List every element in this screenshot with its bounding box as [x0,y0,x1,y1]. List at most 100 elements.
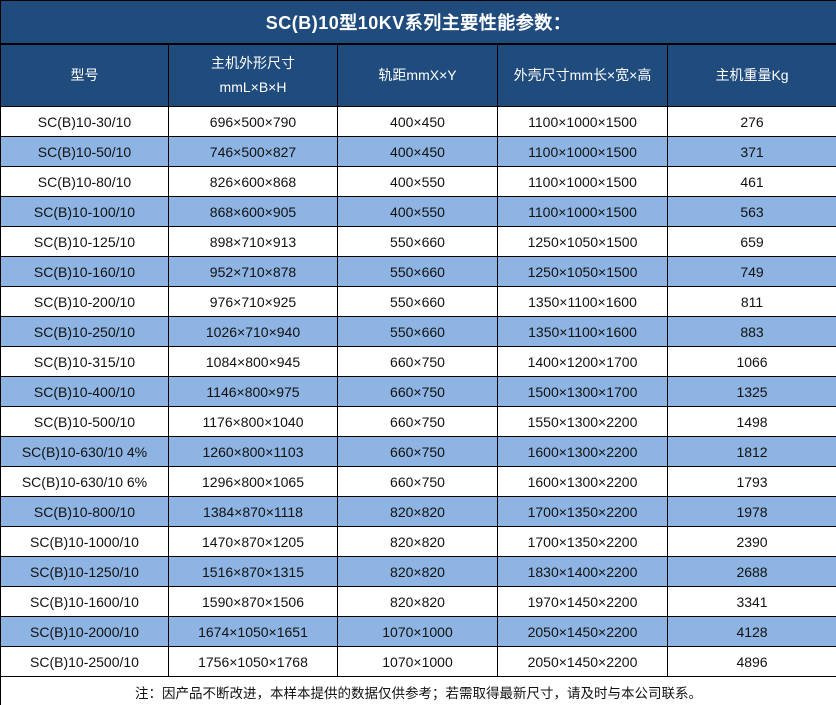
table-cell: 1296×800×1065 [168,466,338,497]
table-cell: 1674×1050×1651 [168,616,338,647]
table-cell: 1070×1000 [337,616,498,647]
table-cell: SC(B)10-500/10 [0,406,169,437]
table-cell: SC(B)10-2500/10 [0,646,169,677]
table-cell: 1100×1000×1500 [497,106,668,137]
header-row: 型号 主机外形尺寸 mmL×B×H 轨距mmX×Y 外壳尺寸mm长×宽×高 主机… [0,43,836,107]
table-cell: 660×750 [337,346,498,377]
table-cell: 820×820 [337,556,498,587]
table-cell: 826×600×868 [168,166,338,197]
table-cell: 659 [666,226,836,257]
table-row: SC(B)10-400/10 1146×800×975 660×750 1500×13… [0,376,836,407]
table-cell: SC(B)10-315/10 [0,346,169,377]
table-cell: 1978 [666,496,836,527]
table-cell: 1250×1050×1500 [497,226,668,257]
table-cell: 400×450 [337,136,498,167]
table-row: SC(B)10-200/10 976×710×925 550×660 1350×110… [0,286,836,317]
table-cell: 820×820 [337,496,498,527]
table-cell: 1400×1200×1700 [497,346,668,377]
table-cell: 550×660 [337,316,498,347]
table-cell: SC(B)10-200/10 [0,286,169,317]
table-cell: 660×750 [337,466,498,497]
table-cell: 1026×710×940 [168,316,338,347]
table-cell: 1516×870×1315 [168,556,338,587]
table-row: SC(B)10-30/10 696×500×790 400×450 1100×1000… [0,106,836,137]
table-cell: 660×750 [337,406,498,437]
table-cell: 1500×1300×1700 [497,376,668,407]
col-header-host-dimensions: 主机外形尺寸 mmL×B×H [168,43,338,107]
table-cell: 746×500×827 [168,136,338,167]
page-title: SC(B)10型10KV系列主要性能参数： [0,0,836,45]
note-row: 注：因产品不断改进，本样本提供的数据仅供参考；若需取得最新尺寸，请及时与本公司联… [0,676,836,705]
table-cell: 1100×1000×1500 [497,166,668,197]
col-header-shell-size: 外壳尺寸mm长×宽×高 [497,43,668,107]
table-row: SC(B)10-50/10 746×500×827 400×450 1100×1000… [0,136,836,167]
table-row: SC(B)10-630/10 4% 1260×800×1103 660×750 160… [0,436,836,467]
table-cell: SC(B)10-50/10 [0,136,169,167]
table-cell: 1498 [666,406,836,437]
title-row: SC(B)10型10KV系列主要性能参数： [0,0,836,45]
table-row: SC(B)10-2000/10 1674×1050×1651 1070×1000 20… [0,616,836,647]
table-row: SC(B)10-1600/10 1590×870×1506 820×820 1970×… [0,586,836,617]
table-cell: SC(B)10-630/10 4% [0,436,169,467]
table-cell: SC(B)10-1600/10 [0,586,169,617]
table-cell: 898×710×913 [168,226,338,257]
table-cell: 696×500×790 [168,106,338,137]
table-cell: SC(B)10-250/10 [0,316,169,347]
table-cell: 563 [666,196,836,227]
table-cell: 1260×800×1103 [168,436,338,467]
table-cell: SC(B)10-80/10 [0,166,169,197]
table-cell: 1793 [666,466,836,497]
table-cell: 1590×870×1506 [168,586,338,617]
table-cell: SC(B)10-630/10 6% [0,466,169,497]
table-cell: 1066 [666,346,836,377]
table-cell: 660×750 [337,436,498,467]
table-cell: 400×550 [337,166,498,197]
table-row: SC(B)10-1000/10 1470×870×1205 820×820 1700×… [0,526,836,557]
table-cell: 868×600×905 [168,196,338,227]
table-row: SC(B)10-2500/10 1756×1050×1768 1070×1000 20… [0,646,836,677]
table-cell: 1100×1000×1500 [497,136,668,167]
table-cell: 820×820 [337,586,498,617]
table-cell: 883 [666,316,836,347]
table-cell: 660×750 [337,376,498,407]
col-header-model: 型号 [0,43,169,107]
table-cell: 461 [666,166,836,197]
table-cell: 1176×800×1040 [168,406,338,437]
table-cell: 820×820 [337,526,498,557]
table-cell: 1600×1300×2200 [497,466,668,497]
table-cell: 2390 [666,526,836,557]
table-cell: 1812 [666,436,836,467]
table-body: SC(B)10-30/10 696×500×790 400×450 1100×1000… [0,106,836,677]
table-cell: 1325 [666,376,836,407]
table-cell: 371 [666,136,836,167]
table-cell: 1384×870×1118 [168,496,338,527]
table-cell: 952×710×878 [168,256,338,287]
table-row: SC(B)10-100/10 868×600×905 400×550 1100×100… [0,196,836,227]
table-cell: 1350×1100×1600 [497,316,668,347]
table-cell: 1100×1000×1500 [497,196,668,227]
table-row: SC(B)10-125/10 898×710×913 550×660 1250×105… [0,226,836,257]
table-cell: 1830×1400×2200 [497,556,668,587]
table-row: SC(B)10-800/10 1384×870×1118 820×820 1700×1… [0,496,836,527]
footer-note: 注：因产品不断改进，本样本提供的数据仅供参考；若需取得最新尺寸，请及时与本公司联… [0,676,836,705]
table-cell: 4128 [666,616,836,647]
table-cell: 1700×1350×2200 [497,496,668,527]
table-cell: 1700×1350×2200 [497,526,668,557]
col-header-rail-gauge: 轨距mmX×Y [337,43,498,107]
table-cell: 400×550 [337,196,498,227]
table-cell: 1470×870×1205 [168,526,338,557]
table-row: SC(B)10-1250/10 1516×870×1315 820×820 1830×… [0,556,836,587]
table-cell: 1250×1050×1500 [497,256,668,287]
table-cell: 1084×800×945 [168,346,338,377]
table-row: SC(B)10-315/10 1084×800×945 660×750 1400×12… [0,346,836,377]
table-cell: 2050×1450×2200 [497,646,668,677]
table-cell: SC(B)10-160/10 [0,256,169,287]
table-cell: 276 [666,106,836,137]
table-cell: SC(B)10-1250/10 [0,556,169,587]
table-cell: 550×660 [337,226,498,257]
table-cell: SC(B)10-800/10 [0,496,169,527]
table-cell: 1146×800×975 [168,376,338,407]
table-row: SC(B)10-500/10 1176×800×1040 660×750 1550×1… [0,406,836,437]
table-cell: 1756×1050×1768 [168,646,338,677]
